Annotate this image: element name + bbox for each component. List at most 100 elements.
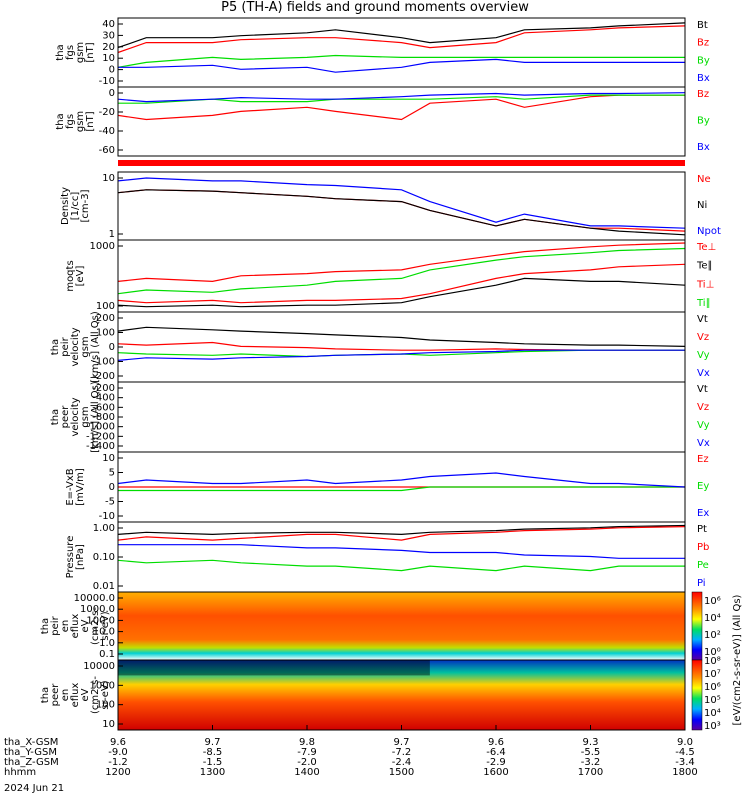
panel-ylabel: (cm2-s-: [90, 676, 101, 714]
panel-ylabel: tha: [50, 339, 61, 355]
ytick-label: 0.10: [93, 552, 115, 563]
series-line-By: [117, 54, 685, 68]
xaxis-value: 9.7: [205, 737, 221, 748]
series-line-Vz: [117, 341, 685, 351]
panel-ylabel: gsm: [80, 336, 91, 357]
xaxis-value: 1600: [483, 767, 508, 778]
ytick-label: 200: [96, 313, 115, 324]
colorbar-tick: 10⁴: [704, 708, 721, 719]
ytick-label: -800: [92, 412, 115, 423]
series-line-Ni: [117, 189, 686, 236]
ytick-label: -1200: [86, 431, 115, 442]
legend-label: Bz: [697, 89, 709, 100]
ytick-label: -20: [99, 107, 115, 118]
panel-ylabel: velocity: [70, 327, 81, 366]
ytick-label: 0: [109, 482, 115, 493]
series-line-Te∥: [117, 277, 686, 308]
colorbar-tick: 10⁴: [704, 613, 721, 624]
ytick-label: 0.1: [99, 649, 115, 660]
ytick-label: 1.0: [99, 638, 115, 649]
panel-pressure: 1.00 0.10 0.01 Pressure [nPa] Pt Pb Pe Pi: [65, 521, 709, 593]
panel-ylabel: tha: [40, 687, 51, 703]
ytick-label: -10: [99, 76, 115, 87]
series-line-Vt: [117, 326, 686, 347]
panel-ylabel: [eV]: [75, 266, 86, 287]
ytick-label: 0: [109, 342, 115, 353]
ytick-label: -200: [92, 371, 115, 382]
panel-peir-velocity: 200 100 0 -100 -200 tha peir velocity gsm [km/s] …: [50, 311, 710, 383]
panel-ylabel: moqts: [65, 260, 76, 291]
series-line-Pi: [118, 544, 685, 559]
panel-fgs-comp: 0 -20 -40 -60 tha fgs gsm [nT] Bz By Bx: [55, 86, 710, 157]
xaxis-value: -4.5: [675, 747, 695, 758]
panel-ylabel: [nT]: [85, 111, 96, 131]
panel-ylabel: tha: [55, 113, 66, 129]
legend-label: Bz: [697, 38, 709, 49]
ytick-label: 30: [102, 30, 115, 41]
legend-label: Ne: [697, 174, 711, 185]
ytick-label: 10: [102, 173, 115, 184]
panel-ylabel: Pressure: [65, 536, 76, 579]
colorbar-tick: 10²: [704, 630, 721, 641]
panel-ylabel: sr-eV): [100, 680, 111, 709]
ytick-label: -1000: [86, 422, 115, 433]
ytick-label: 0: [109, 88, 115, 99]
legend-label: By: [697, 116, 710, 127]
legend-label: Bx: [697, 142, 710, 153]
xaxis-row-label: tha_Z-GSM: [4, 757, 59, 768]
legend-label: Vt: [697, 384, 708, 395]
legend-label: Pe: [697, 560, 709, 571]
ytick-label: 100: [96, 700, 115, 711]
panel-ylabel: gsm: [75, 111, 86, 132]
legend-label: Bt: [697, 20, 708, 31]
legend-label: Vx: [697, 438, 710, 449]
ytick-label: 20: [102, 42, 115, 53]
panel-temperature: 1000 100 moqts [eV] Te⊥ Te∥ Ti⊥ Ti∥: [65, 239, 716, 313]
xaxis-value: 9.7: [394, 737, 410, 748]
panel-ylabel: peer: [60, 405, 71, 429]
ytick-label: 5: [109, 468, 115, 479]
xaxis-value: -1.5: [203, 757, 223, 768]
panel-ylabel: en: [60, 689, 71, 702]
xaxis-value: 9.8: [299, 737, 315, 748]
panel-peer-spec: 10000 1000 100 10 tha peer en eflux eV (cm2-s-sr-…: [40, 659, 686, 731]
xaxis-value: -1.2: [108, 757, 128, 768]
xaxis-value: -7.9: [297, 747, 317, 758]
panel-ylabel: [nT]: [85, 42, 96, 62]
series-line-Bx: [117, 92, 686, 103]
panel-ylabel: [nPa]: [75, 544, 86, 570]
xaxis-value: -2.9: [486, 757, 506, 768]
panel-ylabel: fgs: [65, 45, 76, 60]
date-label: 2024 Jun 21: [4, 783, 65, 794]
ytick-label: 1000.0: [80, 604, 115, 615]
panel-ylabel: eflux: [70, 683, 81, 708]
xaxis-value: 1800: [672, 767, 697, 778]
legend-label: Pi: [697, 578, 706, 589]
series-line-Pt: [117, 524, 686, 536]
ytick-label: 0.01: [93, 581, 115, 592]
colorbar-tick: 10³: [704, 721, 721, 732]
legend-label: Ex: [697, 508, 709, 519]
ytick-label: -100: [92, 357, 115, 368]
panel-ylabel: gsm: [80, 406, 91, 427]
panel-ylabel: eflux: [70, 614, 81, 639]
legend-label: Ni: [697, 200, 707, 211]
ytick-label: 10000.0: [74, 593, 115, 604]
series-line-Pb: [117, 526, 686, 541]
series-line-Te⊥: [117, 263, 686, 304]
legend-label: Ti∥: [696, 298, 711, 309]
xaxis-value: -2.0: [297, 757, 317, 768]
xaxis-row-label: hhmm: [4, 767, 36, 778]
panel-density: 10 1 Density [1/cc] [cm-3] Ne Ni Npot: [60, 171, 721, 241]
legend-label: Vt: [697, 314, 708, 325]
xaxis-value: -7.2: [392, 747, 412, 758]
series-line-Bz: [117, 94, 685, 121]
ytick-label: 10: [102, 719, 115, 730]
legend-label: Te∥: [696, 261, 713, 272]
panel-ylabel: [mV/m]: [75, 468, 86, 506]
legend-label: Ti⊥: [696, 279, 714, 290]
series-line-Pe: [117, 559, 685, 572]
series-line-Vx: [117, 349, 685, 361]
ytick-label: -200: [92, 383, 115, 394]
